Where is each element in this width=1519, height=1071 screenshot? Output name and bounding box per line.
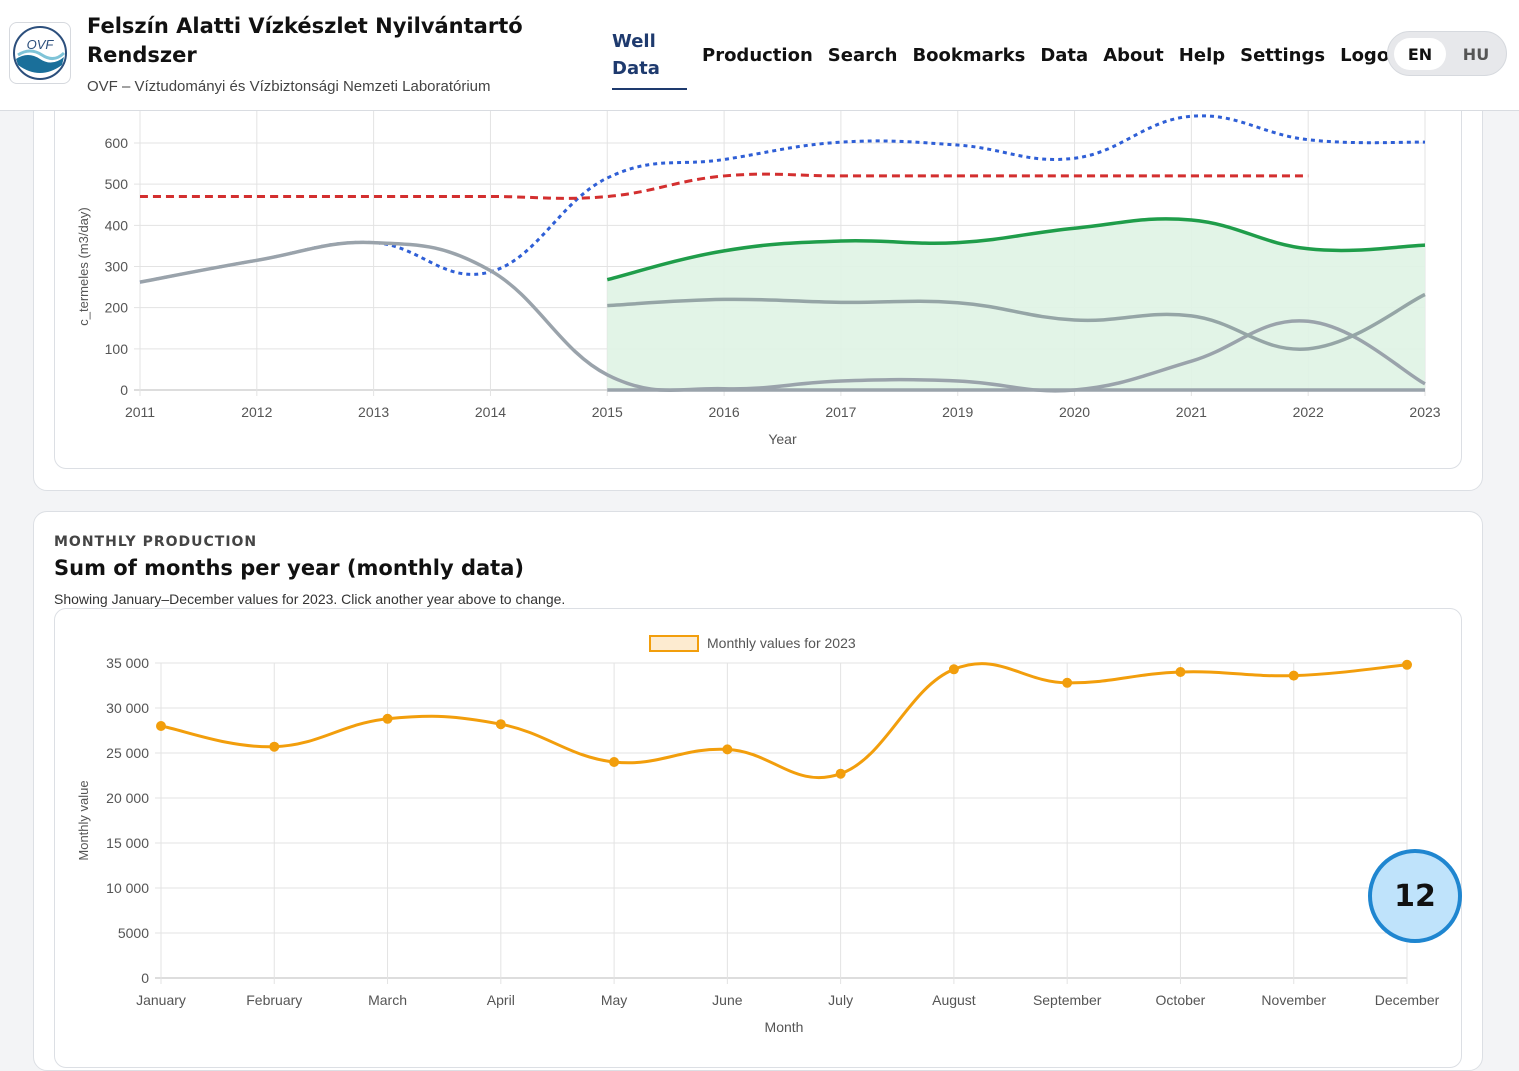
nav-search[interactable]: Search — [827, 44, 898, 66]
legend-swatch — [649, 635, 699, 652]
monthly-title: Sum of months per year (monthly data) — [54, 556, 524, 580]
series-line-2 — [606, 217, 1426, 282]
lang-hu-button[interactable]: HU — [1462, 44, 1490, 64]
series-line-0 — [139, 114, 1426, 284]
x-tick-label: May — [601, 992, 627, 1008]
data-point — [835, 768, 846, 779]
x-tick-label: December — [1375, 992, 1440, 1008]
nav-help[interactable]: Help — [1178, 44, 1226, 66]
y-axis-title: Monthly value — [76, 780, 91, 860]
monthly-description: Showing January–December values for 2023… — [54, 591, 566, 607]
data-point — [1402, 659, 1412, 670]
y-tick-label: 0 — [141, 970, 149, 986]
y-tick-label: 5000 — [118, 925, 149, 941]
y-tick-label: 200 — [105, 300, 129, 316]
data-point — [722, 744, 733, 755]
data-point — [382, 713, 393, 724]
y-tick-label: 35 000 — [106, 655, 149, 671]
app-title: Felszín Alatti Vízkészlet Nyilvántartó R… — [87, 14, 523, 67]
x-tick-label: 2014 — [475, 404, 506, 420]
series-area — [607, 218, 1425, 390]
yearly-production-chart[interactable]: 0 100 200 300 400 500 600 2011 2012 2013 2014 2015 2… — [0, 0, 1519, 470]
y-axis-title: c_termeles (m3/day) — [76, 207, 91, 325]
nav-settings[interactable]: Settings — [1240, 44, 1326, 66]
y-tick-label: 15 000 — [106, 835, 149, 851]
step-badge: 12 — [1368, 849, 1462, 943]
lang-en-button[interactable]: EN — [1394, 38, 1446, 70]
y-tick-label: 30 000 — [106, 700, 149, 716]
nav-production[interactable]: Production — [702, 44, 813, 66]
x-tick-label: April — [487, 992, 515, 1008]
y-tick-label: 0 — [120, 382, 128, 398]
x-tick-label: November — [1261, 992, 1326, 1008]
ovf-logo[interactable]: OVF — [9, 22, 71, 84]
x-tick-label: February — [246, 992, 302, 1008]
data-point — [495, 719, 506, 730]
y-tick-label: 10 000 — [106, 880, 149, 896]
x-tick-label: March — [368, 992, 407, 1008]
data-point — [1175, 667, 1186, 677]
data-point — [948, 664, 959, 675]
data-point — [1288, 670, 1299, 681]
x-tick-label: 2012 — [241, 404, 272, 420]
monthly-kicker: MONTHLY PRODUCTION — [54, 534, 258, 550]
x-tick-label: 2020 — [1059, 404, 1090, 420]
y-tick-label: 20 000 — [106, 790, 149, 806]
nav-data[interactable]: Data — [1040, 44, 1089, 66]
nav-bookmarks[interactable]: Bookmarks — [912, 44, 1026, 66]
series-line-1 — [140, 172, 1309, 200]
x-tick-label: September — [1033, 992, 1102, 1008]
app-subtitle: OVF – Víztudományi és Vízbiztonsági Nemz… — [87, 78, 491, 95]
x-tick-label: 2016 — [709, 404, 740, 420]
x-tick-label: July — [828, 992, 853, 1008]
monthly-production-chart[interactable]: 0 5000 10 000 15 000 20 000 25 000 30 000 35 00… — [0, 600, 1519, 1038]
legend-label: Monthly values for 2023 — [707, 635, 856, 651]
series-line-4 — [607, 292, 1426, 351]
y-tick-label: 600 — [105, 135, 129, 151]
y-tick-label: 300 — [105, 259, 129, 275]
y-tick-label: 25 000 — [106, 745, 149, 761]
x-tick-label: 2021 — [1176, 404, 1207, 420]
monthly-chart-box — [54, 608, 1462, 1068]
series-line-3 — [139, 240, 1426, 393]
main-nav: Production Search Bookmarks Data About H… — [702, 0, 1426, 110]
language-toggle: EN HU — [1387, 31, 1507, 76]
x-tick-label: 2022 — [1293, 404, 1324, 420]
series-line-0 — [160, 662, 1408, 780]
x-tick-label: January — [136, 992, 186, 1008]
data-point — [609, 757, 620, 767]
app-header: OVF Felszín Alatti Vízkészlet Nyilvántar… — [0, 0, 1519, 111]
x-tick-label: June — [712, 992, 743, 1008]
x-tick-label: 2017 — [825, 404, 856, 420]
x-tick-label: 2013 — [358, 404, 389, 420]
y-tick-label: 400 — [105, 217, 129, 233]
y-tick-label: 500 — [105, 176, 129, 192]
x-axis-title: Year — [768, 431, 797, 447]
nav-well-data[interactable]: Well Data — [612, 28, 687, 90]
data-point — [1062, 677, 1073, 688]
x-tick-label: 2019 — [942, 404, 973, 420]
data-point — [269, 741, 280, 752]
x-tick-label: August — [932, 992, 976, 1008]
x-tick-label: 2023 — [1409, 404, 1440, 420]
data-point — [156, 721, 166, 731]
x-axis-title: Month — [765, 1019, 804, 1035]
svg-text:OVF: OVF — [27, 37, 55, 52]
y-tick-label: 100 — [105, 341, 129, 357]
x-tick-label: October — [1156, 992, 1206, 1008]
x-tick-label: 2011 — [125, 404, 155, 420]
nav-about[interactable]: About — [1103, 44, 1164, 66]
x-tick-label: 2015 — [592, 404, 623, 420]
